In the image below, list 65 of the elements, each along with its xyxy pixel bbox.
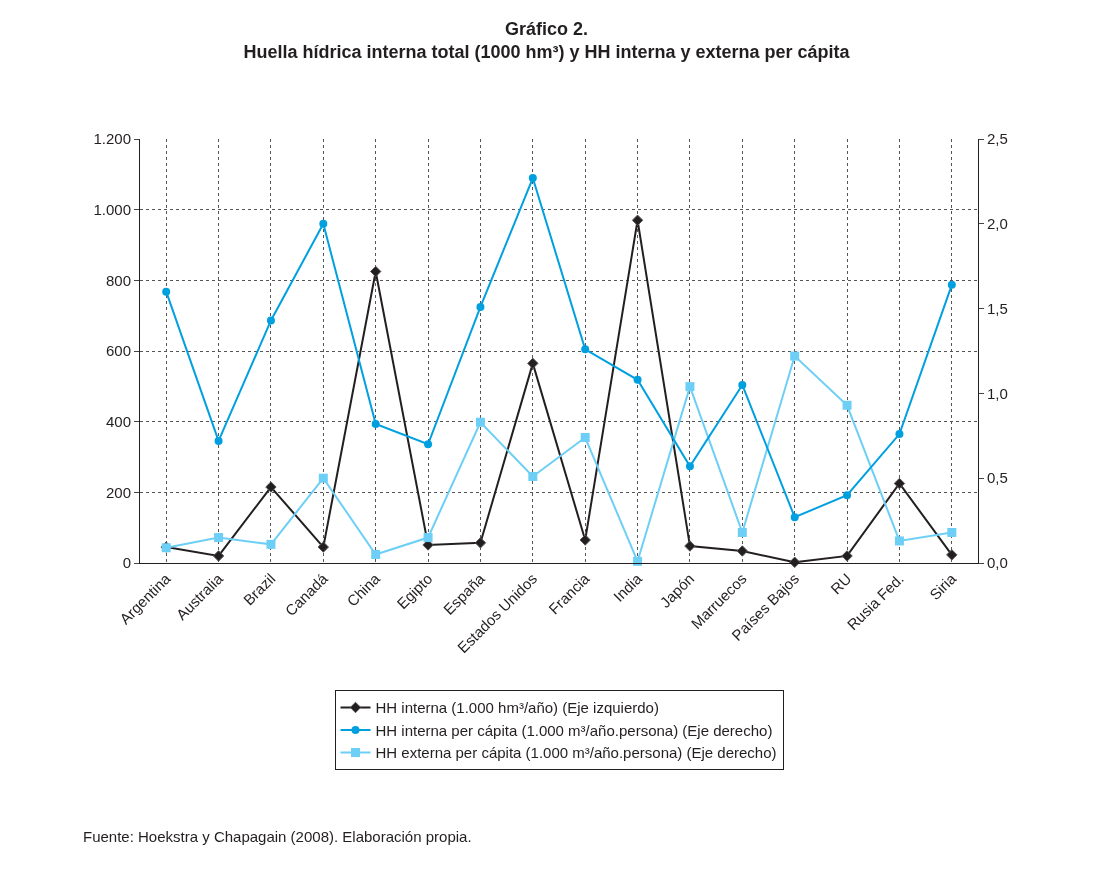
point — [685, 382, 695, 392]
chart-title: Gráfico 2. — [504, 18, 589, 39]
point — [895, 430, 904, 439]
y2-tick-label: 2,5 — [987, 130, 1008, 148]
point — [214, 533, 224, 543]
point — [736, 545, 749, 557]
point — [162, 287, 171, 296]
point — [528, 174, 537, 183]
y-tick-label: 600 — [105, 342, 131, 360]
point — [738, 380, 747, 389]
point — [474, 537, 487, 549]
y-tick-label: 800 — [105, 271, 131, 289]
point — [788, 556, 801, 568]
point — [212, 550, 225, 562]
point — [266, 539, 276, 549]
point — [369, 265, 382, 278]
point — [423, 533, 433, 543]
point — [842, 400, 852, 410]
point — [894, 536, 904, 546]
point — [790, 513, 799, 522]
y2-tick-label: 0,0 — [987, 554, 1008, 572]
point — [580, 433, 590, 442]
y-tick-label: 200 — [105, 483, 131, 501]
point — [528, 472, 538, 481]
point — [266, 316, 275, 325]
point — [684, 540, 696, 552]
chart-subtitle: Huella hídrica interna total (1000 hm³) y HH interna y externa per cápita — [243, 42, 851, 63]
point — [790, 351, 800, 361]
legend-label: HH externa per cápita (1.000 m³/año.persona) (Eje derecho) — [375, 744, 777, 762]
point — [319, 219, 328, 228]
point — [317, 541, 330, 553]
y-tick-label: 0 — [122, 554, 131, 572]
point — [371, 419, 380, 428]
point — [475, 417, 485, 427]
x-tick-label: RU — [827, 569, 855, 598]
point — [893, 477, 906, 490]
legend-label: HH interna (1.000 hm³/año) (Eje izquierdo) — [375, 699, 659, 717]
y2-tick-label: 1,0 — [987, 384, 1008, 402]
point — [476, 302, 485, 311]
point — [946, 549, 958, 561]
point — [581, 345, 590, 354]
point — [424, 440, 433, 449]
point — [527, 357, 539, 370]
point — [631, 214, 644, 226]
point — [318, 473, 328, 483]
x-tick-label: Siria — [925, 569, 960, 604]
point — [633, 375, 642, 384]
y2-tick-label: 0,5 — [987, 469, 1008, 487]
point — [843, 491, 852, 500]
source-note: Fuente: Hoekstra y Chapagain (2008). Elaboración propia. — [83, 828, 472, 845]
y-tick-label: 1.200 — [93, 130, 131, 148]
point — [947, 527, 957, 537]
y2-tick-label: 1,5 — [987, 299, 1008, 317]
point — [214, 436, 223, 445]
y-tick-label: 1.000 — [93, 200, 131, 218]
point — [947, 280, 956, 289]
point — [841, 550, 853, 562]
y-tick-label: 400 — [105, 412, 131, 430]
point — [371, 550, 381, 560]
point — [265, 481, 277, 493]
legend-label: HH interna per cápita (1.000 m³/año.persona) (Eje derecho) — [375, 721, 773, 739]
y2-tick-label: 2,0 — [987, 215, 1008, 233]
point — [685, 462, 694, 471]
point — [579, 534, 591, 546]
point — [737, 527, 747, 537]
